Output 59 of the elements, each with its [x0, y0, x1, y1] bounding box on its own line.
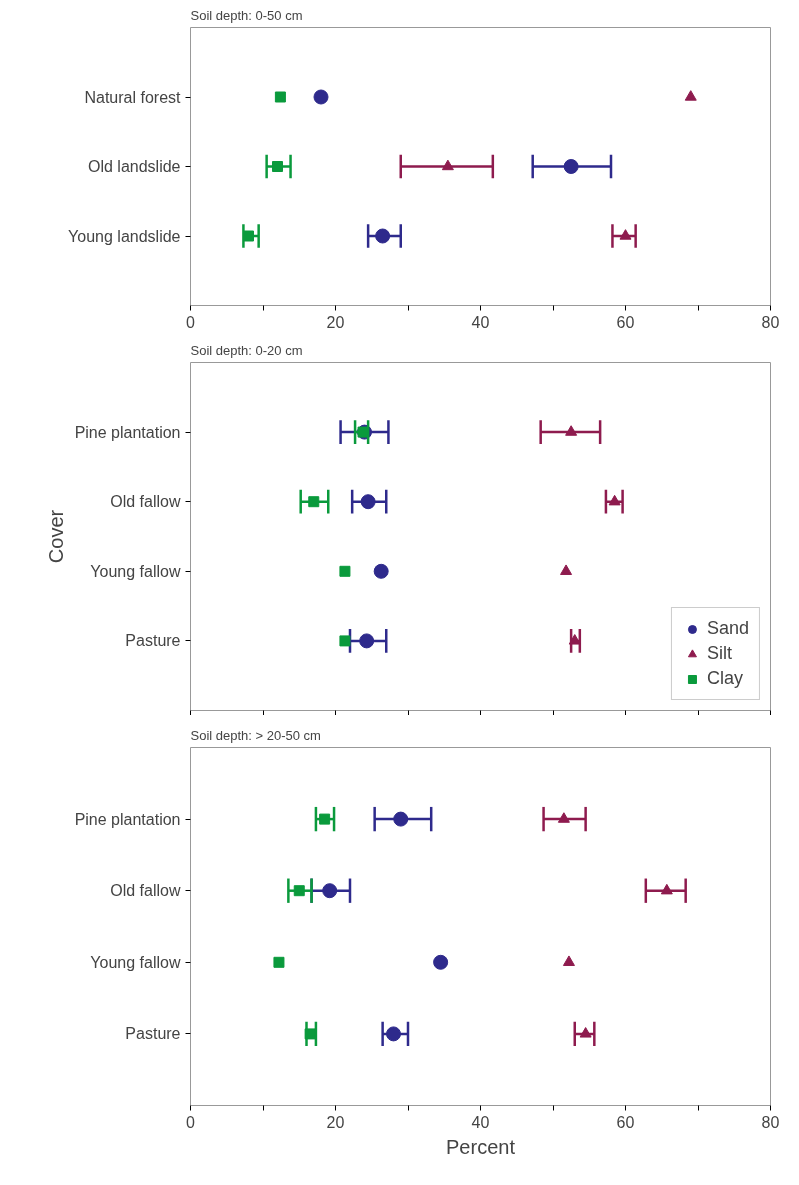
y-tick-label: Old landslide [88, 158, 181, 175]
point [293, 885, 305, 897]
x-tick-label: 20 [326, 313, 345, 331]
y-axis-title: Cover [44, 509, 67, 564]
point [339, 635, 351, 647]
y-tick-label: Young fallow [90, 953, 181, 971]
x-tick-label: 40 [471, 313, 490, 331]
point [660, 883, 673, 895]
point [322, 883, 338, 899]
point [562, 955, 575, 966]
chart-title: Soil depth: 0-20 cm [190, 342, 303, 358]
point [560, 564, 573, 575]
y-tick-label: Young fallow [90, 562, 181, 580]
x-tick-label: 60 [616, 1113, 635, 1131]
point [274, 91, 286, 103]
point [319, 813, 331, 825]
x-tick-label: 80 [761, 313, 780, 331]
point [272, 161, 283, 172]
point [563, 159, 579, 174]
point [579, 1027, 592, 1038]
point [304, 1028, 316, 1040]
chart-title: Soil depth: > 20-50 cm [190, 727, 321, 743]
y-tick-label: Old fallow [110, 882, 181, 900]
point [359, 633, 375, 649]
point [243, 230, 254, 242]
point [360, 494, 376, 510]
y-tick-label: Natural forest [84, 88, 182, 106]
point [619, 229, 632, 240]
y-tick-label: Pine plantation [74, 810, 181, 828]
x-tick-label: 80 [761, 1113, 780, 1131]
point [339, 565, 351, 577]
x-tick-label: 20 [326, 1113, 345, 1131]
x-tick-label: 60 [616, 313, 635, 331]
point [557, 812, 570, 823]
y-tick-label: Pasture [125, 632, 181, 650]
point [608, 494, 621, 506]
point [441, 159, 454, 171]
point [684, 90, 697, 101]
point [313, 89, 329, 105]
x-tick-label: 40 [471, 1113, 490, 1131]
point [393, 811, 409, 827]
point [433, 954, 449, 970]
y-tick-label: Pine plantation [74, 423, 181, 441]
point [375, 228, 391, 244]
y-tick-label: Old fallow [110, 493, 181, 511]
legend-label: Clay [706, 668, 743, 689]
legend-label: Silt [706, 643, 732, 664]
chart-title: Soil depth: 0-50 cm [190, 7, 303, 23]
legend-label: Sand [706, 618, 749, 639]
point [273, 956, 285, 968]
point [386, 1026, 401, 1042]
point [308, 496, 320, 508]
x-tick-label: 0 [186, 1113, 196, 1131]
x-axis-title: Percent [446, 1135, 516, 1158]
y-tick-label: Young landslide [68, 227, 181, 245]
x-tick-label: 0 [186, 313, 196, 331]
y-tick-label: Pasture [125, 1025, 181, 1043]
point [565, 425, 578, 436]
point [373, 563, 389, 579]
